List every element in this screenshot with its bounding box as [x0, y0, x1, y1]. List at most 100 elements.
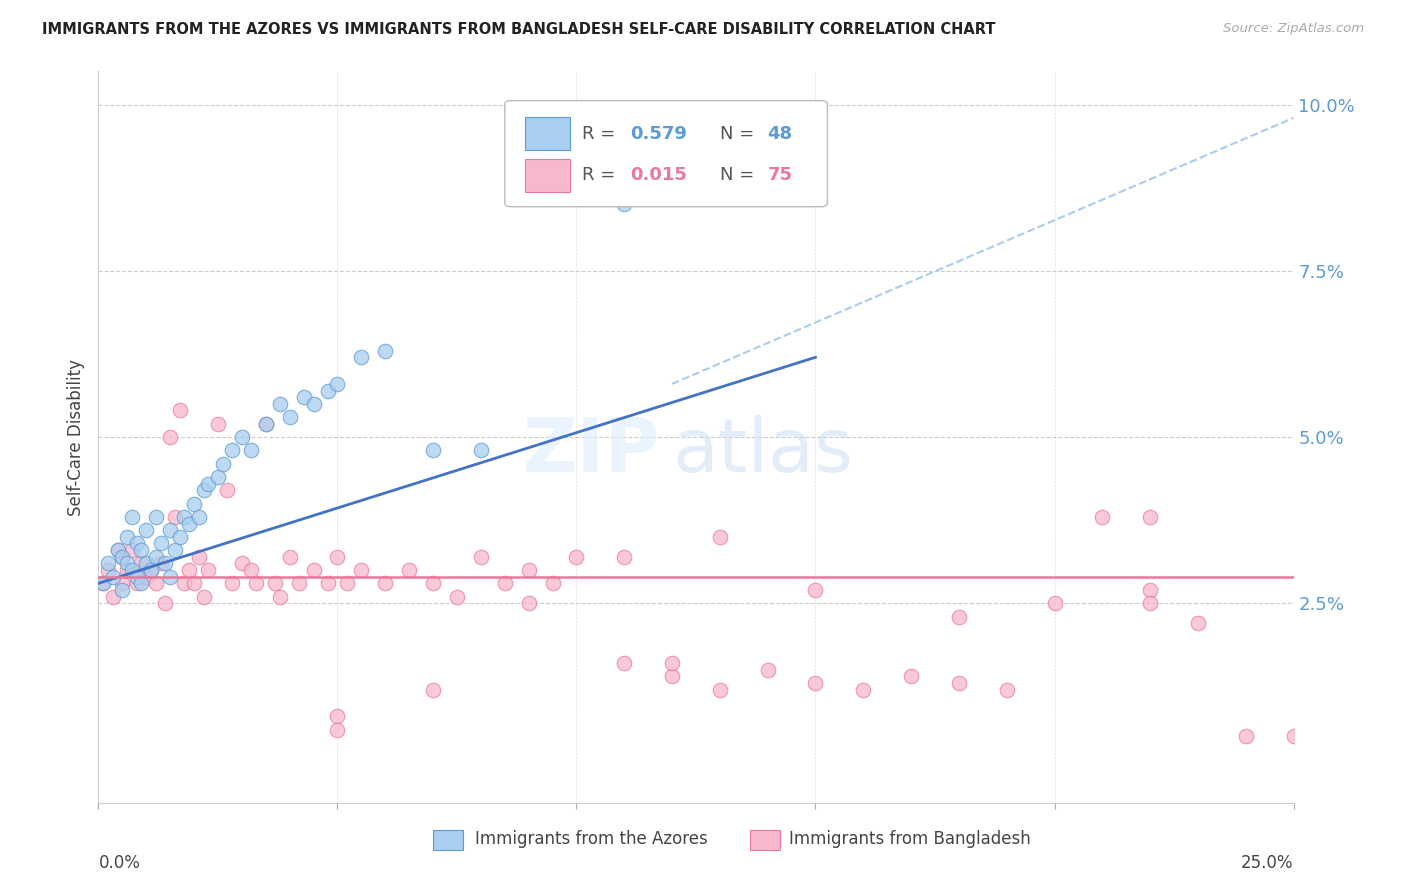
Point [97, 563, 120, 577]
Point [159, 570, 181, 584]
Point [350, 351, 373, 365]
Point [169, 530, 191, 544]
Point [111, 549, 134, 564]
Text: 25.0%: 25.0% [1241, 854, 1294, 872]
Point [131, 557, 153, 571]
Point [517, 563, 540, 577]
Point [91, 576, 114, 591]
Point [121, 543, 143, 558]
Text: R =: R = [582, 166, 621, 185]
Point [221, 443, 243, 458]
Point [115, 530, 138, 544]
Point [995, 682, 1018, 697]
Point [422, 682, 444, 697]
Point [125, 536, 148, 550]
Point [316, 576, 339, 591]
Point [948, 609, 970, 624]
Point [422, 443, 444, 458]
Point [302, 563, 325, 577]
Point [470, 549, 492, 564]
Point [254, 417, 277, 431]
Point [326, 723, 349, 737]
FancyBboxPatch shape [505, 101, 827, 207]
Point [111, 582, 134, 597]
Point [107, 543, 129, 558]
Point [470, 443, 492, 458]
Text: Source: ZipAtlas.com: Source: ZipAtlas.com [1223, 22, 1364, 36]
Text: atlas: atlas [672, 415, 853, 488]
Point [336, 576, 359, 591]
Point [494, 576, 516, 591]
Point [1187, 616, 1209, 631]
Bar [524, 118, 571, 151]
Point [159, 430, 181, 444]
Point [288, 576, 311, 591]
Point [852, 682, 875, 697]
Point [101, 590, 124, 604]
Point [613, 656, 636, 670]
Point [115, 557, 138, 571]
Point [374, 343, 396, 358]
Point [278, 549, 301, 564]
Point [565, 549, 588, 564]
Point [163, 543, 186, 558]
Point [254, 417, 277, 431]
Point [661, 669, 683, 683]
Point [326, 376, 349, 391]
Point [948, 676, 970, 690]
Point [207, 470, 229, 484]
Point [1234, 729, 1257, 743]
Point [131, 576, 153, 591]
Point [149, 557, 172, 571]
Point [173, 509, 195, 524]
Point [709, 682, 731, 697]
Point [111, 576, 134, 591]
Text: N =: N = [720, 125, 759, 143]
Point [125, 570, 148, 584]
Point [193, 590, 215, 604]
Point [107, 543, 129, 558]
Text: 48: 48 [768, 125, 793, 143]
Point [269, 590, 291, 604]
Text: R =: R = [582, 125, 621, 143]
Point [231, 557, 253, 571]
Point [302, 397, 325, 411]
Point [145, 549, 167, 564]
Point [115, 563, 138, 577]
Point [1139, 596, 1161, 610]
Point [169, 403, 191, 417]
Point [145, 576, 167, 591]
Point [179, 563, 201, 577]
Point [1139, 509, 1161, 524]
Point [240, 563, 263, 577]
Point [173, 576, 195, 591]
Point [292, 390, 315, 404]
Point [541, 576, 564, 591]
Point [326, 549, 349, 564]
Point [197, 476, 219, 491]
Point [398, 563, 420, 577]
Point [121, 509, 143, 524]
Point [149, 536, 172, 550]
Point [231, 430, 253, 444]
Point [374, 576, 396, 591]
Point [709, 530, 731, 544]
Point [1282, 729, 1305, 743]
Text: 0.0%: 0.0% [98, 854, 141, 872]
Text: 0.579: 0.579 [630, 125, 688, 143]
Point [221, 576, 243, 591]
Point [111, 549, 134, 564]
Point [131, 543, 153, 558]
Point [517, 596, 540, 610]
Point [197, 563, 219, 577]
Point [1043, 596, 1066, 610]
Text: Immigrants from the Azores: Immigrants from the Azores [475, 830, 707, 848]
Bar [524, 159, 571, 192]
Point [217, 483, 239, 498]
Text: ZIP: ZIP [523, 415, 661, 488]
Point [326, 709, 349, 723]
Point [91, 576, 114, 591]
Point [804, 582, 827, 597]
Point [193, 483, 215, 498]
Point [145, 509, 167, 524]
